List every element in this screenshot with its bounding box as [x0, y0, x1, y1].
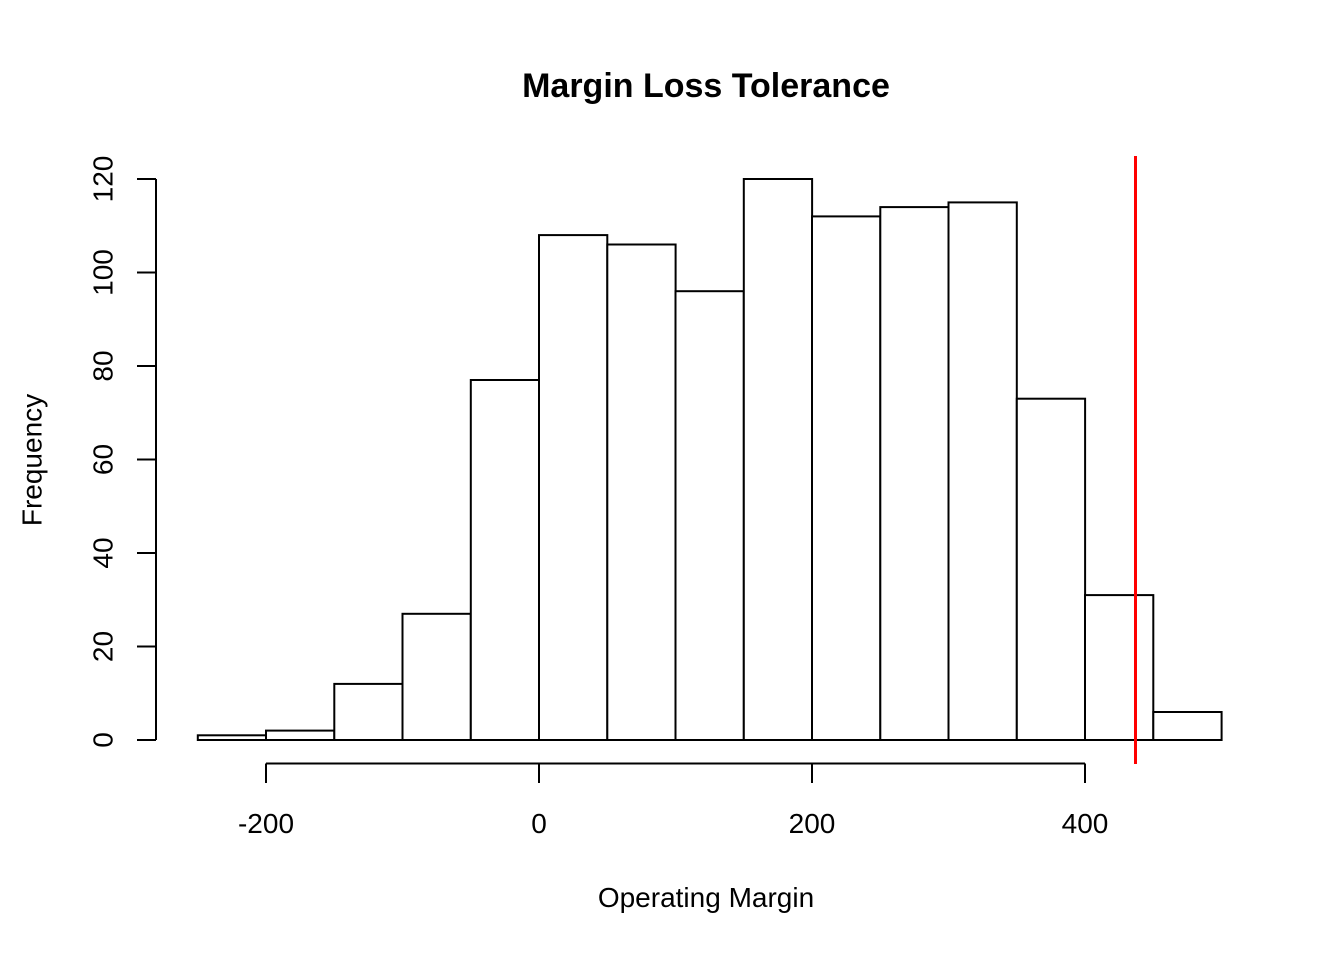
y-tick-label: 40	[88, 537, 119, 568]
histogram-bar	[1152, 711, 1223, 741]
y-tick-label: 60	[88, 444, 119, 475]
histogram-bar	[811, 215, 882, 741]
histogram-bar	[1084, 594, 1155, 741]
x-tick-label: 400	[1062, 808, 1109, 839]
y-tick-label: 0	[88, 732, 119, 748]
y-tick-label: 20	[88, 631, 119, 662]
histogram-bar	[333, 682, 404, 742]
x-tick-label: 0	[531, 808, 547, 839]
x-axis-label: Operating Margin	[598, 882, 814, 913]
y-tick-label: 80	[88, 350, 119, 381]
histogram-bar	[1015, 397, 1087, 741]
histogram-bar	[265, 729, 336, 741]
histogram-bar	[401, 612, 472, 741]
y-tick-label: 100	[88, 249, 119, 296]
histogram-bar	[196, 734, 268, 741]
histogram-bar	[947, 201, 1018, 741]
histogram-bar	[879, 206, 950, 742]
histogram-bar	[538, 234, 609, 741]
histogram-bar	[606, 243, 677, 741]
x-tick-label: 200	[789, 808, 836, 839]
histogram-bar	[674, 290, 745, 741]
x-tick-label: -200	[238, 808, 294, 839]
histogram-bar	[742, 178, 814, 741]
y-tick-label: 120	[88, 156, 119, 203]
histogram-bar	[469, 379, 541, 741]
y-axis-label: Frequency	[17, 394, 48, 526]
chart-title: Margin Loss Tolerance	[522, 67, 890, 105]
